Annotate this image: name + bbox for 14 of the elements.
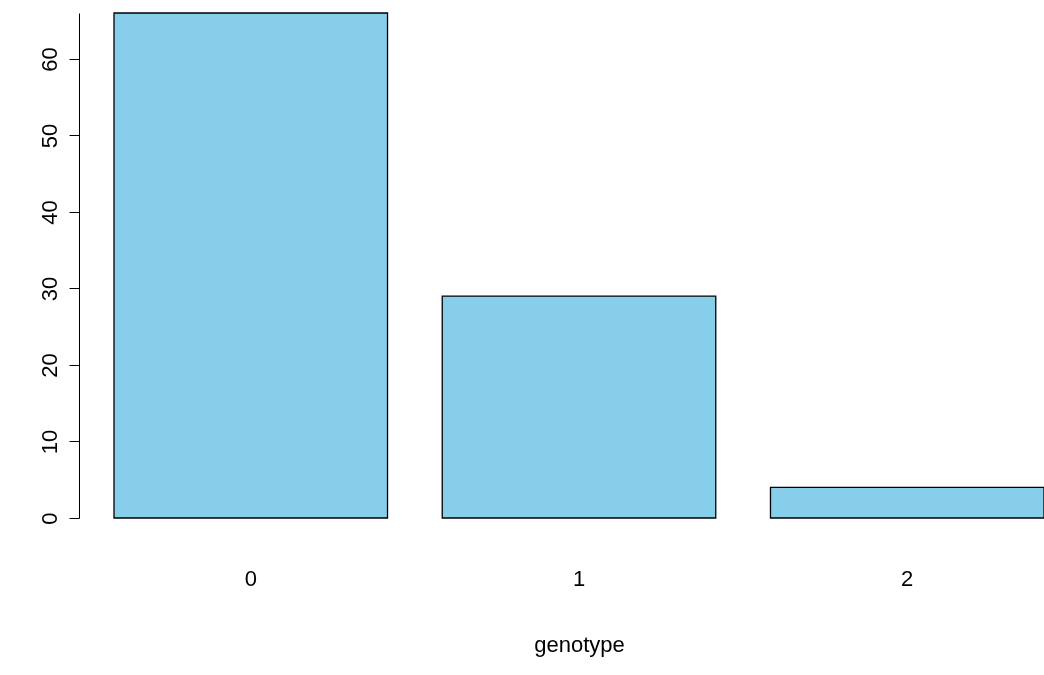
bar [113,12,389,519]
bar [441,295,717,519]
y-tick-label: 60 [36,47,62,72]
y-tick-label: 40 [36,200,62,225]
y-tick-label: 10 [36,429,62,455]
x-axis-title: genotype [534,631,625,657]
x-tick-label: 1 [572,565,586,591]
y-tick-label: 0 [36,512,62,525]
y-tick-label: 50 [36,123,62,149]
bar [769,486,1044,519]
y-tick-label: 30 [36,276,62,302]
x-tick-label: 0 [244,565,257,591]
y-tick-label: 20 [36,353,62,378]
x-tick-label: 2 [901,565,914,591]
